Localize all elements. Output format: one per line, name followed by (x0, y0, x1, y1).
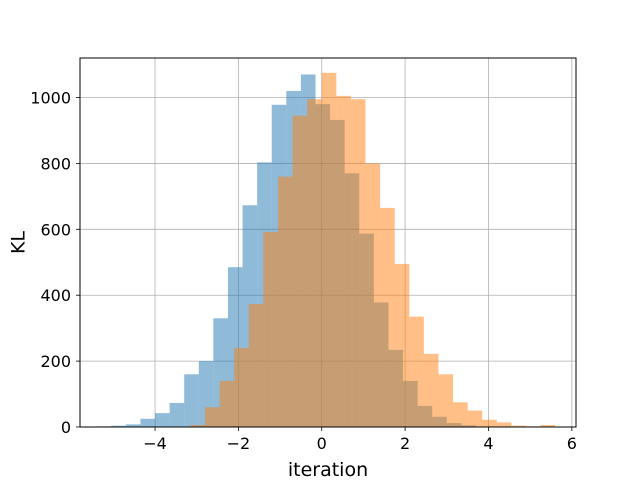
y-tick-label: 400 (40, 286, 71, 305)
histogram-bar (293, 116, 308, 427)
y-axis-label: KL (8, 231, 30, 254)
histogram-bar (205, 407, 220, 427)
histogram-bar (424, 354, 439, 427)
y-tick-label: 800 (40, 154, 71, 173)
histogram-bar (336, 96, 351, 427)
histogram-bar (220, 381, 235, 427)
histogram-bar (351, 99, 366, 427)
histogram-bar (468, 411, 483, 427)
histogram-bar (278, 177, 293, 427)
histogram-bar (438, 374, 453, 427)
histogram-bar (155, 413, 170, 427)
histogram-bar (140, 419, 155, 427)
x-tick-label: 4 (483, 434, 493, 453)
x-tick-label: 2 (400, 434, 410, 453)
x-tick-label: −4 (143, 434, 167, 453)
histogram-bar (482, 420, 497, 427)
x-tick-label: −2 (227, 434, 251, 453)
x-axis-label: iteration (288, 459, 368, 480)
histogram-bar (322, 73, 337, 427)
histogram-bar (249, 304, 264, 427)
y-tick-label: 600 (40, 220, 71, 239)
histogram-bar (409, 317, 424, 427)
histogram-bar (453, 402, 468, 427)
histogram-bar (234, 348, 249, 427)
histogram-bar (497, 422, 512, 427)
y-tick-label: 1000 (30, 89, 71, 108)
x-tick-label: 6 (567, 434, 577, 453)
x-tick-label: 0 (317, 434, 327, 453)
histogram-bar (366, 163, 381, 427)
y-tick-label: 0 (61, 418, 71, 437)
histogram-bar (395, 264, 410, 427)
y-tick-label: 200 (40, 352, 71, 371)
histogram-bar (184, 374, 199, 427)
histogram-bar (380, 208, 395, 427)
histogram-bar (307, 99, 322, 427)
histogram-bar (263, 232, 278, 427)
histogram-bar (170, 403, 185, 427)
